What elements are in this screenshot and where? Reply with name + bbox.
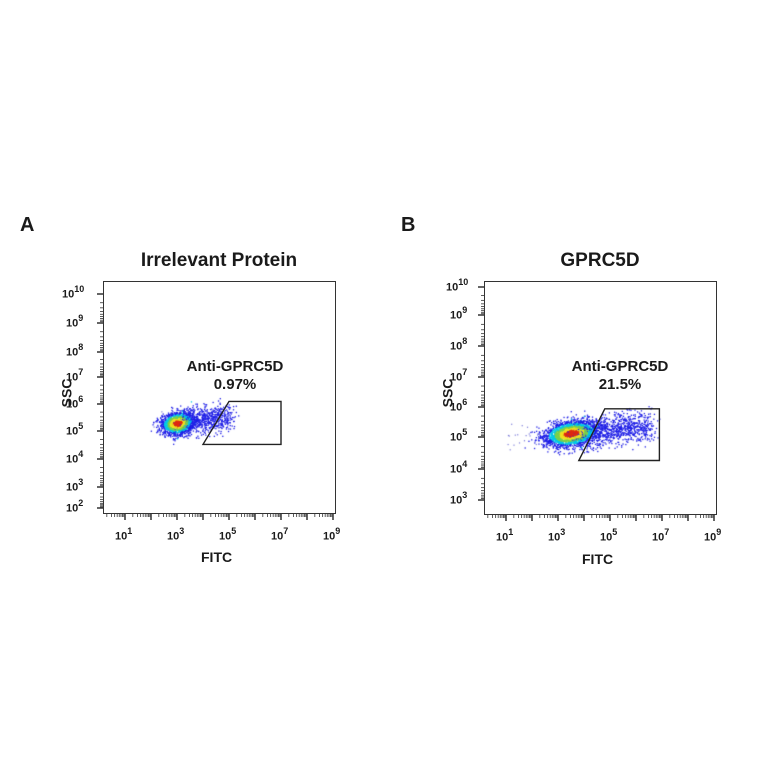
density-scatter-canvas [0,0,764,764]
